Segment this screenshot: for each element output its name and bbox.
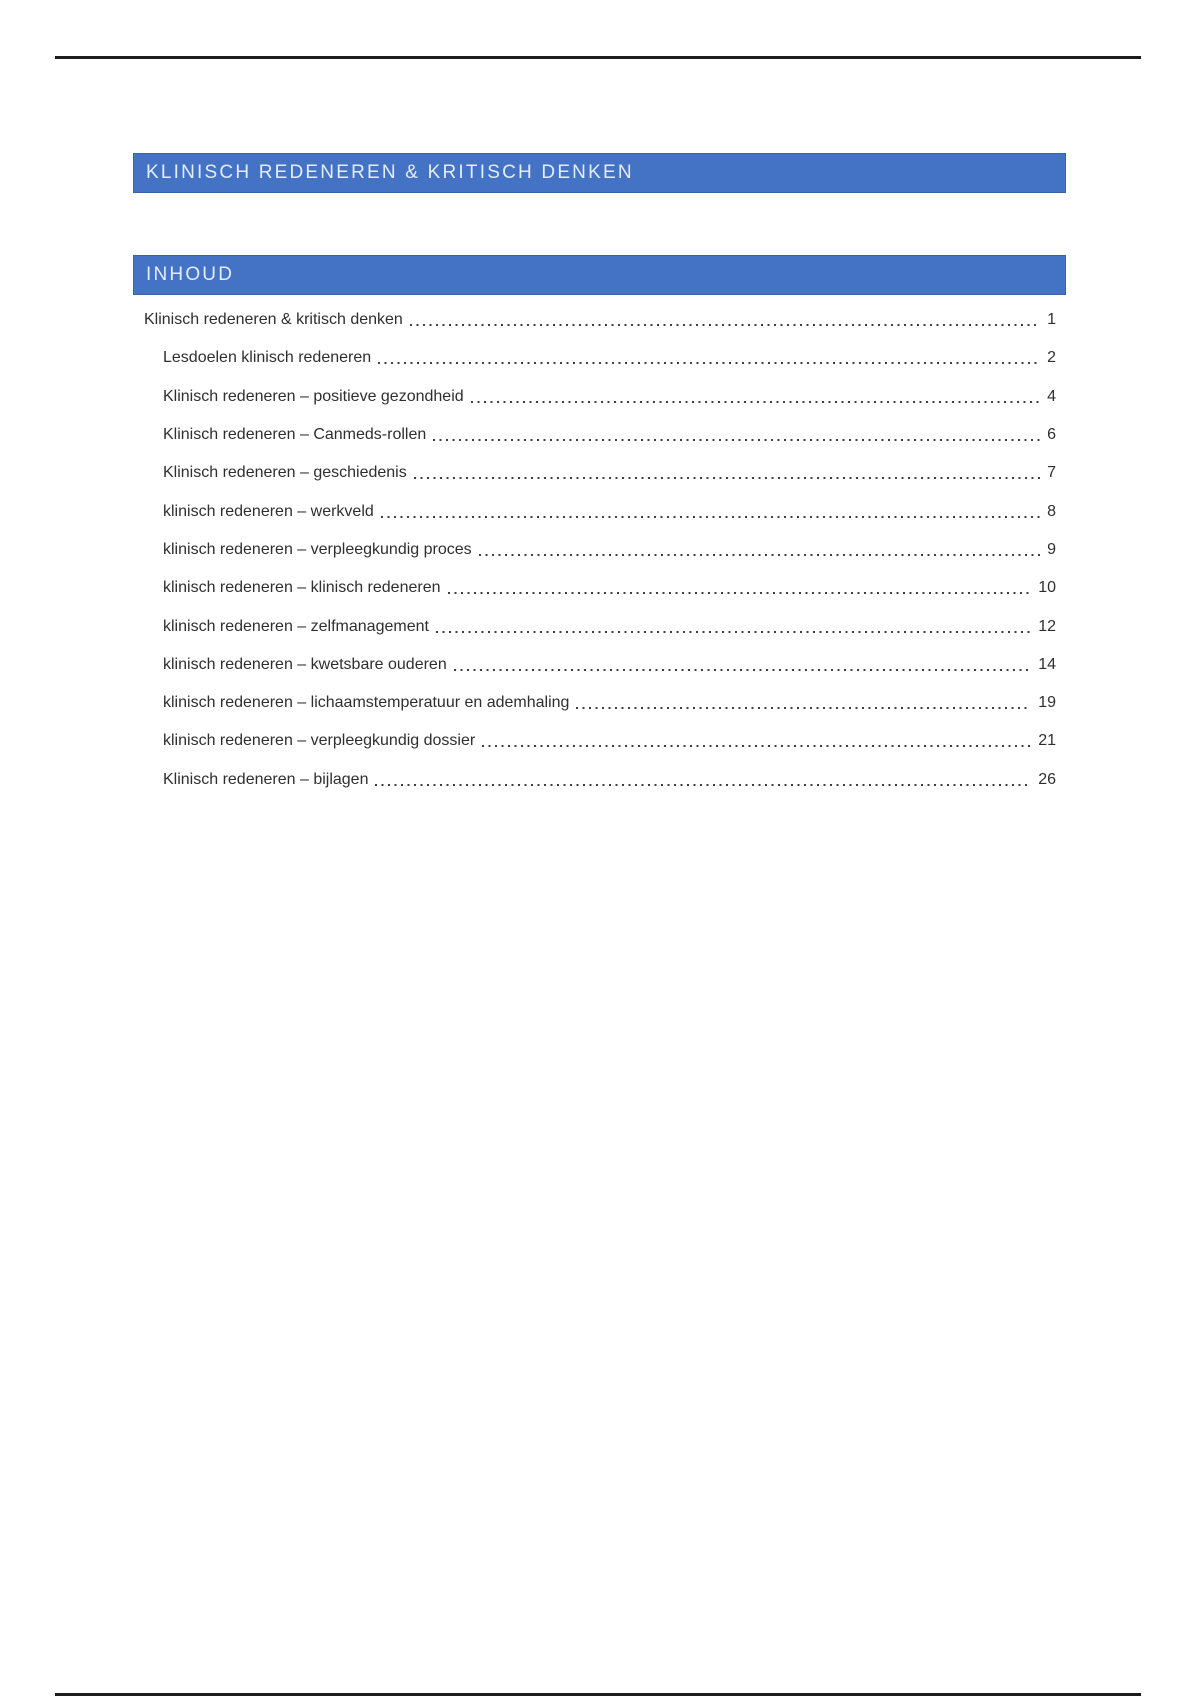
toc-page-number: 8 (1047, 502, 1056, 520)
toc-dot-leader (482, 745, 1032, 748)
document-title-bar: KLINISCH REDENEREN & KRITISCH DENKEN (133, 153, 1066, 193)
toc-dot-leader (409, 324, 1041, 327)
toc-entry[interactable]: klinisch redeneren – werkveld 8 (133, 492, 1066, 530)
toc-entry-label: klinisch redeneren – zelfmanagement (163, 617, 429, 635)
top-border-rule (55, 56, 1141, 59)
toc-entry-label: Klinisch redeneren – geschiedenis (163, 464, 407, 482)
toc-page-number: 10 (1038, 579, 1056, 597)
document-content: KLINISCH REDENEREN & KRITISCH DENKEN INH… (133, 153, 1066, 799)
toc-entry-label: klinisch redeneren – lichaamstemperatuur… (163, 694, 570, 712)
toc-page-number: 6 (1047, 426, 1056, 444)
toc-dot-leader (380, 515, 1041, 518)
toc-entry-label: Klinisch redeneren – bijlagen (163, 770, 369, 788)
toc-entry[interactable]: Klinisch redeneren – Canmeds-rollen 6 (133, 416, 1066, 454)
toc-entry[interactable]: klinisch redeneren – kwetsbare ouderen 14 (133, 646, 1066, 684)
toc-entry[interactable]: klinisch redeneren – klinisch redeneren 1… (133, 569, 1066, 607)
toc-entry[interactable]: Lesdoelen klinisch redeneren 2 (133, 339, 1066, 377)
toc-page-number: 1 (1047, 311, 1056, 329)
toc-entry-label: Klinisch redeneren – Canmeds-rollen (163, 426, 427, 444)
table-of-contents: Klinisch redeneren & kritisch denken 1 Les… (133, 301, 1066, 799)
toc-entry-label: klinisch redeneren – verpleegkundig doss… (163, 732, 476, 750)
toc-entry[interactable]: Klinisch redeneren & kritisch denken 1 (133, 301, 1066, 339)
contents-heading-text: INHOUD (146, 264, 235, 285)
toc-entry[interactable]: Klinisch redeneren – bijlagen 26 (133, 761, 1066, 799)
toc-page-number: 4 (1047, 387, 1056, 405)
toc-entry[interactable]: klinisch redeneren – lichaamstemperatuur… (133, 684, 1066, 722)
toc-entry-label: klinisch redeneren – kwetsbare ouderen (163, 655, 447, 673)
toc-dot-leader (453, 668, 1032, 671)
toc-dot-leader (470, 400, 1041, 403)
toc-page-number: 21 (1038, 732, 1056, 750)
toc-page-number: 7 (1047, 464, 1056, 482)
toc-page-number: 19 (1038, 694, 1056, 712)
bottom-border-rule (55, 1693, 1141, 1696)
toc-entry-label: Lesdoelen klinisch redeneren (163, 349, 372, 367)
toc-entry-label: klinisch redeneren – klinisch redeneren (163, 579, 441, 597)
toc-entry-label: Klinisch redeneren – positieve gezondhei… (163, 387, 464, 405)
toc-dot-leader (435, 630, 1032, 633)
contents-heading-bar: INHOUD (133, 255, 1066, 295)
toc-page-number: 2 (1047, 349, 1056, 367)
toc-entry[interactable]: klinisch redeneren – verpleegkundig proc… (133, 531, 1066, 569)
toc-dot-leader (433, 439, 1041, 442)
toc-page-number: 14 (1038, 655, 1056, 673)
toc-page-number: 26 (1038, 770, 1056, 788)
toc-page-number: 12 (1038, 617, 1056, 635)
toc-entry[interactable]: klinisch redeneren – verpleegkundig doss… (133, 722, 1066, 760)
toc-entry-label: klinisch redeneren – verpleegkundig proc… (163, 540, 472, 558)
toc-entry[interactable]: Klinisch redeneren – geschiedenis 7 (133, 454, 1066, 492)
toc-dot-leader (413, 477, 1041, 480)
toc-dot-leader (447, 592, 1032, 595)
toc-dot-leader (378, 362, 1041, 365)
toc-entry[interactable]: klinisch redeneren – zelfmanagement 12 (133, 607, 1066, 645)
toc-dot-leader (478, 553, 1041, 556)
toc-entry[interactable]: Klinisch redeneren – positieve gezondhei… (133, 378, 1066, 416)
document-title-text: KLINISCH REDENEREN & KRITISCH DENKEN (146, 162, 634, 183)
toc-dot-leader (576, 707, 1032, 710)
toc-dot-leader (375, 783, 1032, 786)
toc-entry-label: Klinisch redeneren & kritisch denken (144, 311, 403, 329)
toc-entry-label: klinisch redeneren – werkveld (163, 502, 374, 520)
toc-page-number: 9 (1047, 540, 1056, 558)
